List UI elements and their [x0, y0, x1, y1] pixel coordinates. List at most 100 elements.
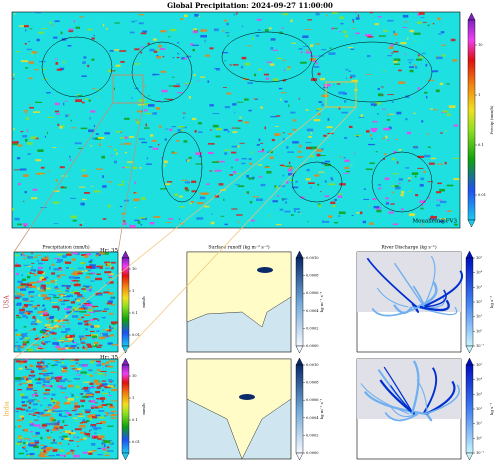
precip-cell — [307, 220, 309, 223]
precip-cell — [21, 396, 29, 399]
precip-cell — [38, 262, 43, 265]
precip-cell — [75, 385, 80, 389]
precip-cell — [301, 77, 303, 79]
precip-cell — [264, 29, 269, 32]
precip-cell — [76, 374, 82, 376]
precip-cell — [288, 104, 290, 108]
precip-cell — [407, 177, 412, 179]
precip-cell — [34, 378, 42, 381]
precip-cell — [239, 142, 245, 144]
precip-cell — [25, 117, 30, 120]
precip-cell — [393, 58, 401, 62]
precip-cell — [338, 107, 341, 110]
precip-cell — [45, 282, 51, 285]
precip-cell — [385, 197, 389, 200]
precip-cell — [324, 195, 330, 198]
precip-cell — [29, 28, 33, 30]
precip-cell — [224, 60, 226, 62]
precip-cell — [15, 380, 22, 382]
precip-cell — [336, 83, 341, 85]
precip-cell — [269, 150, 274, 154]
precip-cell — [44, 330, 50, 332]
precip-cell — [58, 274, 66, 276]
precip-cell — [27, 312, 31, 315]
precip-cell — [57, 259, 63, 262]
precip-cell — [150, 134, 154, 137]
precip-cell — [99, 266, 103, 269]
precip-cell — [209, 170, 213, 172]
precip-cell — [138, 99, 146, 102]
precip-cell — [75, 441, 80, 443]
precip-cell — [72, 417, 78, 419]
precip-cell — [391, 157, 396, 161]
precip-cell — [86, 308, 93, 310]
precip-cell — [290, 111, 296, 114]
precip-cell — [46, 429, 49, 432]
precip-cell — [108, 181, 113, 183]
precip-cell — [104, 261, 111, 264]
precip-cell — [51, 398, 53, 401]
precip-cell — [432, 109, 438, 111]
precip-cell — [46, 410, 52, 413]
precip-cell — [20, 283, 27, 286]
precip-cell — [356, 212, 360, 214]
precip-cell — [19, 362, 21, 366]
precip-cell — [42, 392, 50, 395]
precip-cell — [16, 157, 21, 160]
precip-cell — [23, 304, 28, 307]
precip-cell — [21, 335, 28, 337]
precip-cell — [56, 68, 62, 71]
precip-cell — [313, 119, 321, 122]
precip-cell — [236, 214, 243, 216]
precip-cell — [97, 319, 100, 322]
precip-cell — [174, 193, 179, 197]
precip-cell — [42, 385, 45, 389]
precip-cell — [44, 276, 49, 279]
precip-cell — [14, 408, 17, 410]
precip-cell — [31, 197, 38, 200]
precip-cell — [81, 288, 86, 290]
precip-cell — [36, 172, 43, 175]
precip-cell — [282, 198, 288, 200]
precip-cell — [38, 367, 44, 370]
precip-cell — [452, 157, 459, 159]
precip-cell — [75, 370, 80, 372]
precip-cell — [390, 203, 395, 205]
precip-cell — [231, 208, 238, 210]
precip-cell — [109, 281, 114, 284]
precip-cell — [268, 27, 272, 30]
precip-cell — [383, 127, 391, 131]
precip-cell — [59, 325, 62, 329]
precip-cell — [255, 198, 263, 202]
precip-cell — [49, 332, 54, 335]
precip-cell — [349, 76, 353, 79]
precip-cell — [34, 69, 39, 71]
precip-cell — [43, 408, 46, 411]
precip-cell — [306, 128, 314, 132]
precip-cell — [34, 440, 39, 443]
precip-cell — [52, 305, 59, 309]
precip-cell — [63, 102, 65, 106]
precip-cell — [26, 310, 28, 312]
colorbar — [295, 257, 304, 347]
precip-cell — [310, 155, 315, 158]
precip-cell — [98, 410, 105, 412]
precip-cell — [391, 185, 395, 187]
precip-cell — [79, 431, 85, 434]
precip-cell — [223, 19, 228, 22]
colorbar-tick-label: 0.01 — [132, 333, 140, 337]
precip-cell — [101, 437, 104, 440]
colorbar-end — [465, 345, 474, 354]
precip-cell — [45, 377, 50, 380]
precip-cell — [420, 177, 425, 181]
precip-cell — [88, 400, 92, 402]
precip-cell — [48, 455, 56, 457]
precip-cell — [211, 161, 219, 164]
precip-cell — [290, 19, 293, 23]
precip-cell — [84, 409, 92, 412]
precip-cell — [108, 379, 112, 381]
precip-cell — [292, 119, 297, 122]
precip-cell — [78, 424, 86, 428]
colorbar-label: kg s⁻¹ — [489, 403, 494, 415]
colorbar-end — [465, 357, 474, 366]
